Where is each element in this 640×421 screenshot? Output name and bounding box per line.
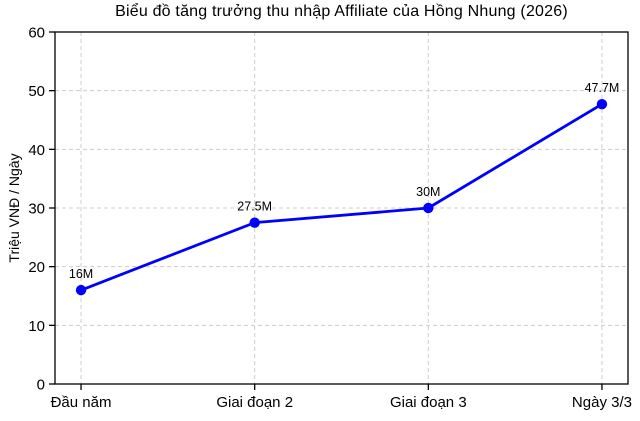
series-line <box>79 102 604 292</box>
data-point-marker <box>249 217 260 228</box>
y-tick-label: 50 <box>28 83 45 100</box>
x-tick-label: Đầu năm <box>51 394 112 411</box>
y-tick-label: 60 <box>28 25 45 42</box>
data-point-label: 16M <box>69 267 93 281</box>
y-tick-label: 40 <box>28 142 45 159</box>
x-tick-label: Giai đoạn 2 <box>216 394 293 411</box>
y-tick-label: 30 <box>28 201 45 218</box>
data-point-marker <box>596 98 608 110</box>
y-tick-label: 0 <box>37 377 45 394</box>
chart-title: Biểu đồ tăng trưởng thu nhập Affiliate c… <box>115 3 568 20</box>
data-point-label: 30M <box>416 185 440 199</box>
x-tick-label: Ngày 3/3 <box>572 394 632 411</box>
y-tick-label: 20 <box>28 259 45 276</box>
data-point-marker <box>75 284 87 296</box>
y-tick-label: 10 <box>28 318 45 335</box>
data-point-marker <box>423 202 434 214</box>
x-tick-label: Giai đoạn 3 <box>390 394 467 411</box>
data-point-label: 27.5M <box>237 200 272 214</box>
data-point-label: 47.7M <box>585 81 620 95</box>
